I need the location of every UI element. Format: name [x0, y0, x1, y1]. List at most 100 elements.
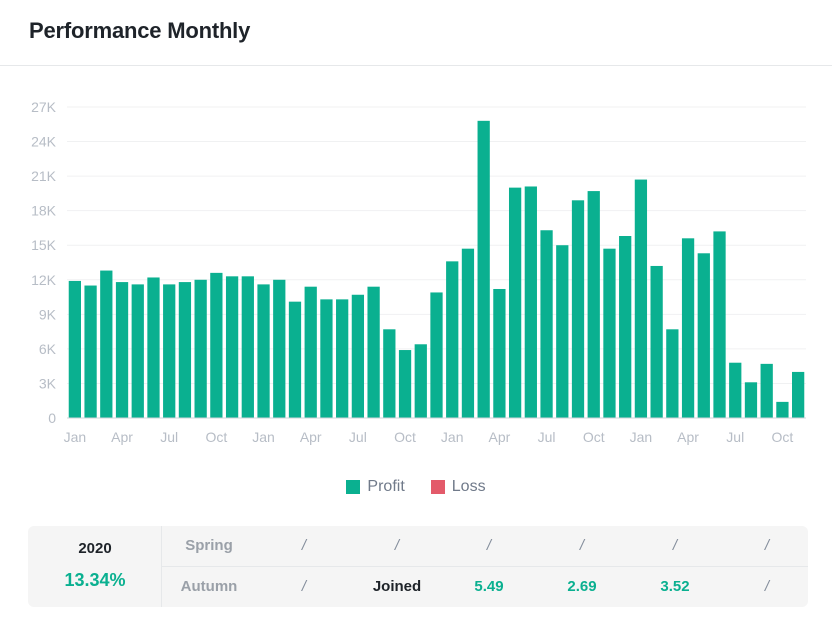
x-tick-label: Apr: [488, 429, 510, 445]
year-cell: 2020 13.34%: [28, 526, 162, 607]
profit-bar: [697, 253, 710, 418]
profit-bar: [115, 282, 129, 418]
y-tick-label: 0: [48, 410, 56, 426]
y-tick-label: 18K: [31, 203, 57, 219]
month-cell: /: [394, 537, 400, 554]
profit-bar: [320, 299, 333, 418]
profit-bar: [241, 276, 254, 418]
y-tick-label: 6K: [39, 341, 57, 357]
month-cell: /: [764, 537, 770, 554]
y-tick-label: 21K: [31, 168, 57, 184]
profit-bar: [571, 200, 585, 418]
x-tick-label: Jan: [64, 429, 87, 445]
x-tick-label: Oct: [583, 429, 605, 445]
profit-bar: [556, 245, 569, 418]
y-tick-label: 15K: [31, 237, 57, 253]
profit-bar: [477, 120, 490, 419]
profit-bar: [163, 284, 176, 418]
profit-bar: [336, 299, 349, 418]
profit-bar: [603, 248, 616, 418]
x-tick-label: Jul: [538, 429, 556, 445]
profit-bar: [68, 280, 81, 418]
profit-bar: [792, 371, 805, 418]
legend-item-profit[interactable]: Profit: [346, 478, 405, 496]
profit-swatch: [346, 480, 361, 494]
y-tick-label: 9K: [39, 306, 57, 322]
profit-bar: [493, 288, 506, 418]
profit-bar: [540, 230, 553, 418]
month-cell: /: [486, 537, 492, 554]
x-tick-label: Oct: [205, 429, 227, 445]
y-tick-label: 3K: [39, 375, 57, 391]
x-tick-label: Apr: [300, 429, 322, 445]
year-label: 2020: [78, 540, 112, 557]
x-tick-label: Oct: [394, 429, 416, 445]
profit-bar: [147, 277, 160, 418]
profit-bar: [776, 401, 789, 418]
season-label: Spring: [185, 537, 233, 554]
chart-legend: Profit Loss: [0, 478, 832, 496]
profit-bar: [398, 350, 412, 418]
profit-bar: [619, 236, 632, 418]
profit-bar: [760, 363, 773, 418]
profit-bar: [273, 279, 286, 418]
x-tick-label: Jan: [441, 429, 464, 445]
legend-label-profit: Profit: [367, 478, 405, 495]
legend-label-loss: Loss: [451, 478, 486, 495]
month-value: 3.52: [660, 578, 690, 595]
month-cell: /: [672, 537, 678, 554]
legend-item-loss[interactable]: Loss: [430, 478, 486, 496]
y-tick-label: 27K: [31, 99, 57, 115]
page-title: Performance Monthly: [29, 18, 251, 43]
month-cell: /: [579, 537, 585, 554]
month-cell: /: [301, 578, 307, 595]
x-tick-label: Oct: [772, 429, 794, 445]
profit-bar: [225, 276, 239, 418]
profit-bar: [729, 362, 742, 418]
profit-bar: [634, 179, 648, 418]
profit-bar: [650, 265, 663, 418]
profit-bar: [84, 285, 97, 418]
loss-swatch: [430, 480, 445, 494]
season-label: Autumn: [180, 578, 238, 595]
x-tick-label: Jul: [349, 429, 367, 445]
month-value: 2.69: [567, 578, 597, 595]
profit-bar: [587, 191, 600, 418]
profit-bar: [194, 279, 207, 418]
month-value: 5.49: [474, 578, 504, 595]
header: Performance Monthly: [0, 0, 832, 66]
performance-bar-chart: 0 3K 6K 9K 12K 15K 18K 21K 24K 27K Jan Apr Jul Oct Jan…: [31, 99, 806, 445]
profit-bar: [414, 344, 427, 418]
profit-bar: [666, 329, 679, 418]
profit-bar: [351, 294, 365, 418]
profit-bar: [446, 261, 459, 418]
profit-bar: [461, 248, 475, 418]
x-tick-label: Jan: [252, 429, 275, 445]
summary-row-autumn: Autumn / Joined 5.49 2.69 3.52 /: [162, 567, 808, 607]
profit-bar: [210, 272, 223, 418]
profit-bar: [430, 292, 443, 418]
profit-bar: [131, 284, 144, 418]
profit-bar: [257, 284, 270, 418]
month-cell: /: [764, 578, 770, 595]
profit-bar: [524, 186, 537, 418]
profit-bar: [367, 286, 380, 418]
x-tick-label: Jan: [630, 429, 653, 445]
profit-bar: [304, 286, 317, 418]
x-tick-label: Apr: [111, 429, 133, 445]
x-tick-label: Jul: [726, 429, 744, 445]
joined-label: Joined: [372, 578, 422, 595]
yearly-yield: 13.34%: [64, 570, 126, 590]
y-tick-label: 12K: [31, 272, 57, 288]
profit-bar: [508, 187, 522, 418]
summary-row-spring: Spring / / / / / /: [162, 526, 808, 567]
y-tick-label: 24K: [31, 134, 57, 150]
profit-bar: [178, 282, 192, 418]
profit-bar: [681, 238, 695, 418]
profit-bar: [713, 231, 726, 418]
profit-bar: [744, 382, 758, 418]
yearly-summary-table: 2020 13.34% Spring / / / / / / Autumn / …: [28, 526, 808, 607]
profit-bar: [288, 301, 302, 418]
x-tick-label: Apr: [677, 429, 699, 445]
month-cell: /: [301, 537, 307, 554]
